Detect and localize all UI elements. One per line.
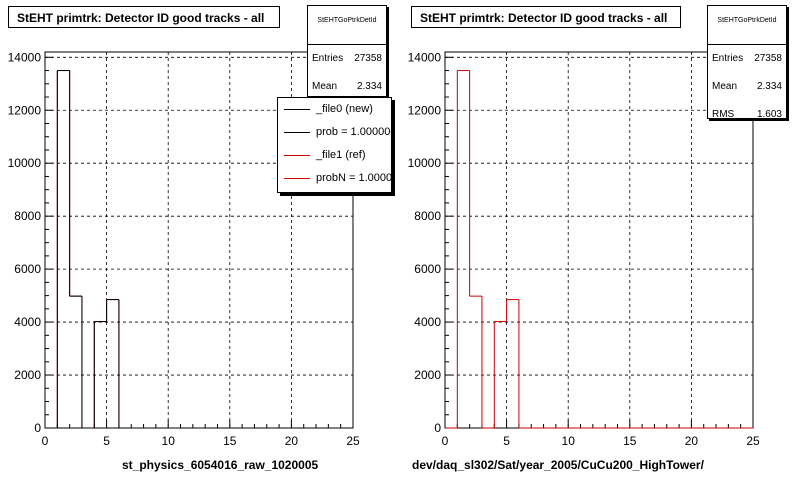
x-axis-title-right: dev/daq_sl302/Sat/year_2005/CuCu200_High… — [412, 458, 704, 472]
stats-box-name: StEHTGoPtrkDetId — [708, 6, 786, 45]
x-tick-label: 10 — [562, 434, 576, 448]
y-tick-label: 10000 — [408, 156, 442, 170]
y-tick-label: 14000 — [8, 50, 42, 64]
x-tick-label: 5 — [103, 434, 110, 448]
y-tick-label: 4000 — [414, 315, 441, 329]
x-tick-label: 10 — [162, 434, 176, 448]
y-tick-label: 12000 — [8, 103, 42, 117]
plot-frame — [444, 51, 754, 429]
histogram-plot-right: 0 5 10 15 20 25 0 2000 4000 6000 8000 10000 12000 140… — [408, 50, 760, 448]
stats-row-entries: Entries 27358 — [712, 53, 782, 64]
x-tick-label: 25 — [346, 434, 360, 448]
legend-line-prob — [284, 132, 310, 133]
histogram-series — [445, 70, 753, 429]
stats-row-rms: RMS 1.603 — [712, 109, 782, 120]
y-tick-label: 6000 — [414, 262, 441, 276]
plot-title-left: StEHT primtrk: Detector ID good tracks -… — [8, 6, 280, 28]
x-tick-label: 0 — [442, 434, 449, 448]
stats-row-mean: Mean 2.334 — [712, 81, 782, 92]
stats-row-entries: Entries 27358 — [312, 53, 382, 64]
x-tick-label: 25 — [746, 434, 760, 448]
y-tick-label: 8000 — [14, 209, 41, 223]
stats-box-name: StEHTGoPtrkDetId — [308, 6, 386, 45]
legend-line-probN — [284, 178, 310, 179]
x-tick-label: 15 — [223, 434, 237, 448]
stats-box-left: StEHTGoPtrkDetId Entries 27358 Mean 2.334 — [307, 5, 387, 97]
x-tick-label: 20 — [285, 434, 299, 448]
y-tick-label: 12000 — [408, 103, 442, 117]
legend-line-ref — [284, 155, 310, 156]
legend-entry-probN: probN = 1.000000 — [278, 167, 391, 190]
x-tick-label: 0 — [42, 434, 49, 448]
stats-row-mean: Mean 2.334 — [312, 81, 382, 92]
x-tick-label: 15 — [623, 434, 637, 448]
stats-box-right: StEHTGoPtrkDetId Entries 27358 Mean 2.334 … — [707, 5, 787, 120]
legend-entry-file1: _file1 (ref) — [278, 144, 391, 167]
x-tick-label: 5 — [503, 434, 510, 448]
y-tick-label: 14000 — [408, 50, 442, 64]
histogram-series — [45, 70, 353, 429]
y-tick-label: 0 — [434, 421, 441, 435]
legend-entry-file0: _file0 (new) — [278, 98, 391, 121]
y-tick-label: 8000 — [414, 209, 441, 223]
y-tick-label: 2000 — [14, 368, 41, 382]
y-tick-label: 6000 — [14, 262, 41, 276]
legend-line-new — [284, 109, 310, 110]
y-tick-label: 2000 — [414, 368, 441, 382]
y-tick-label: 4000 — [14, 315, 41, 329]
y-tick-label: 0 — [34, 421, 41, 435]
plot-title-right: StEHT primtrk: Detector ID good tracks -… — [411, 6, 681, 28]
x-tick-label: 20 — [685, 434, 699, 448]
legend-box: _file0 (new) prob = 1.000000 _file1 (ref… — [277, 97, 392, 193]
legend-entry-prob: prob = 1.000000 — [278, 121, 391, 144]
x-axis-title-left: st_physics_6054016_raw_1020005 — [122, 458, 319, 472]
y-tick-label: 10000 — [8, 156, 42, 170]
